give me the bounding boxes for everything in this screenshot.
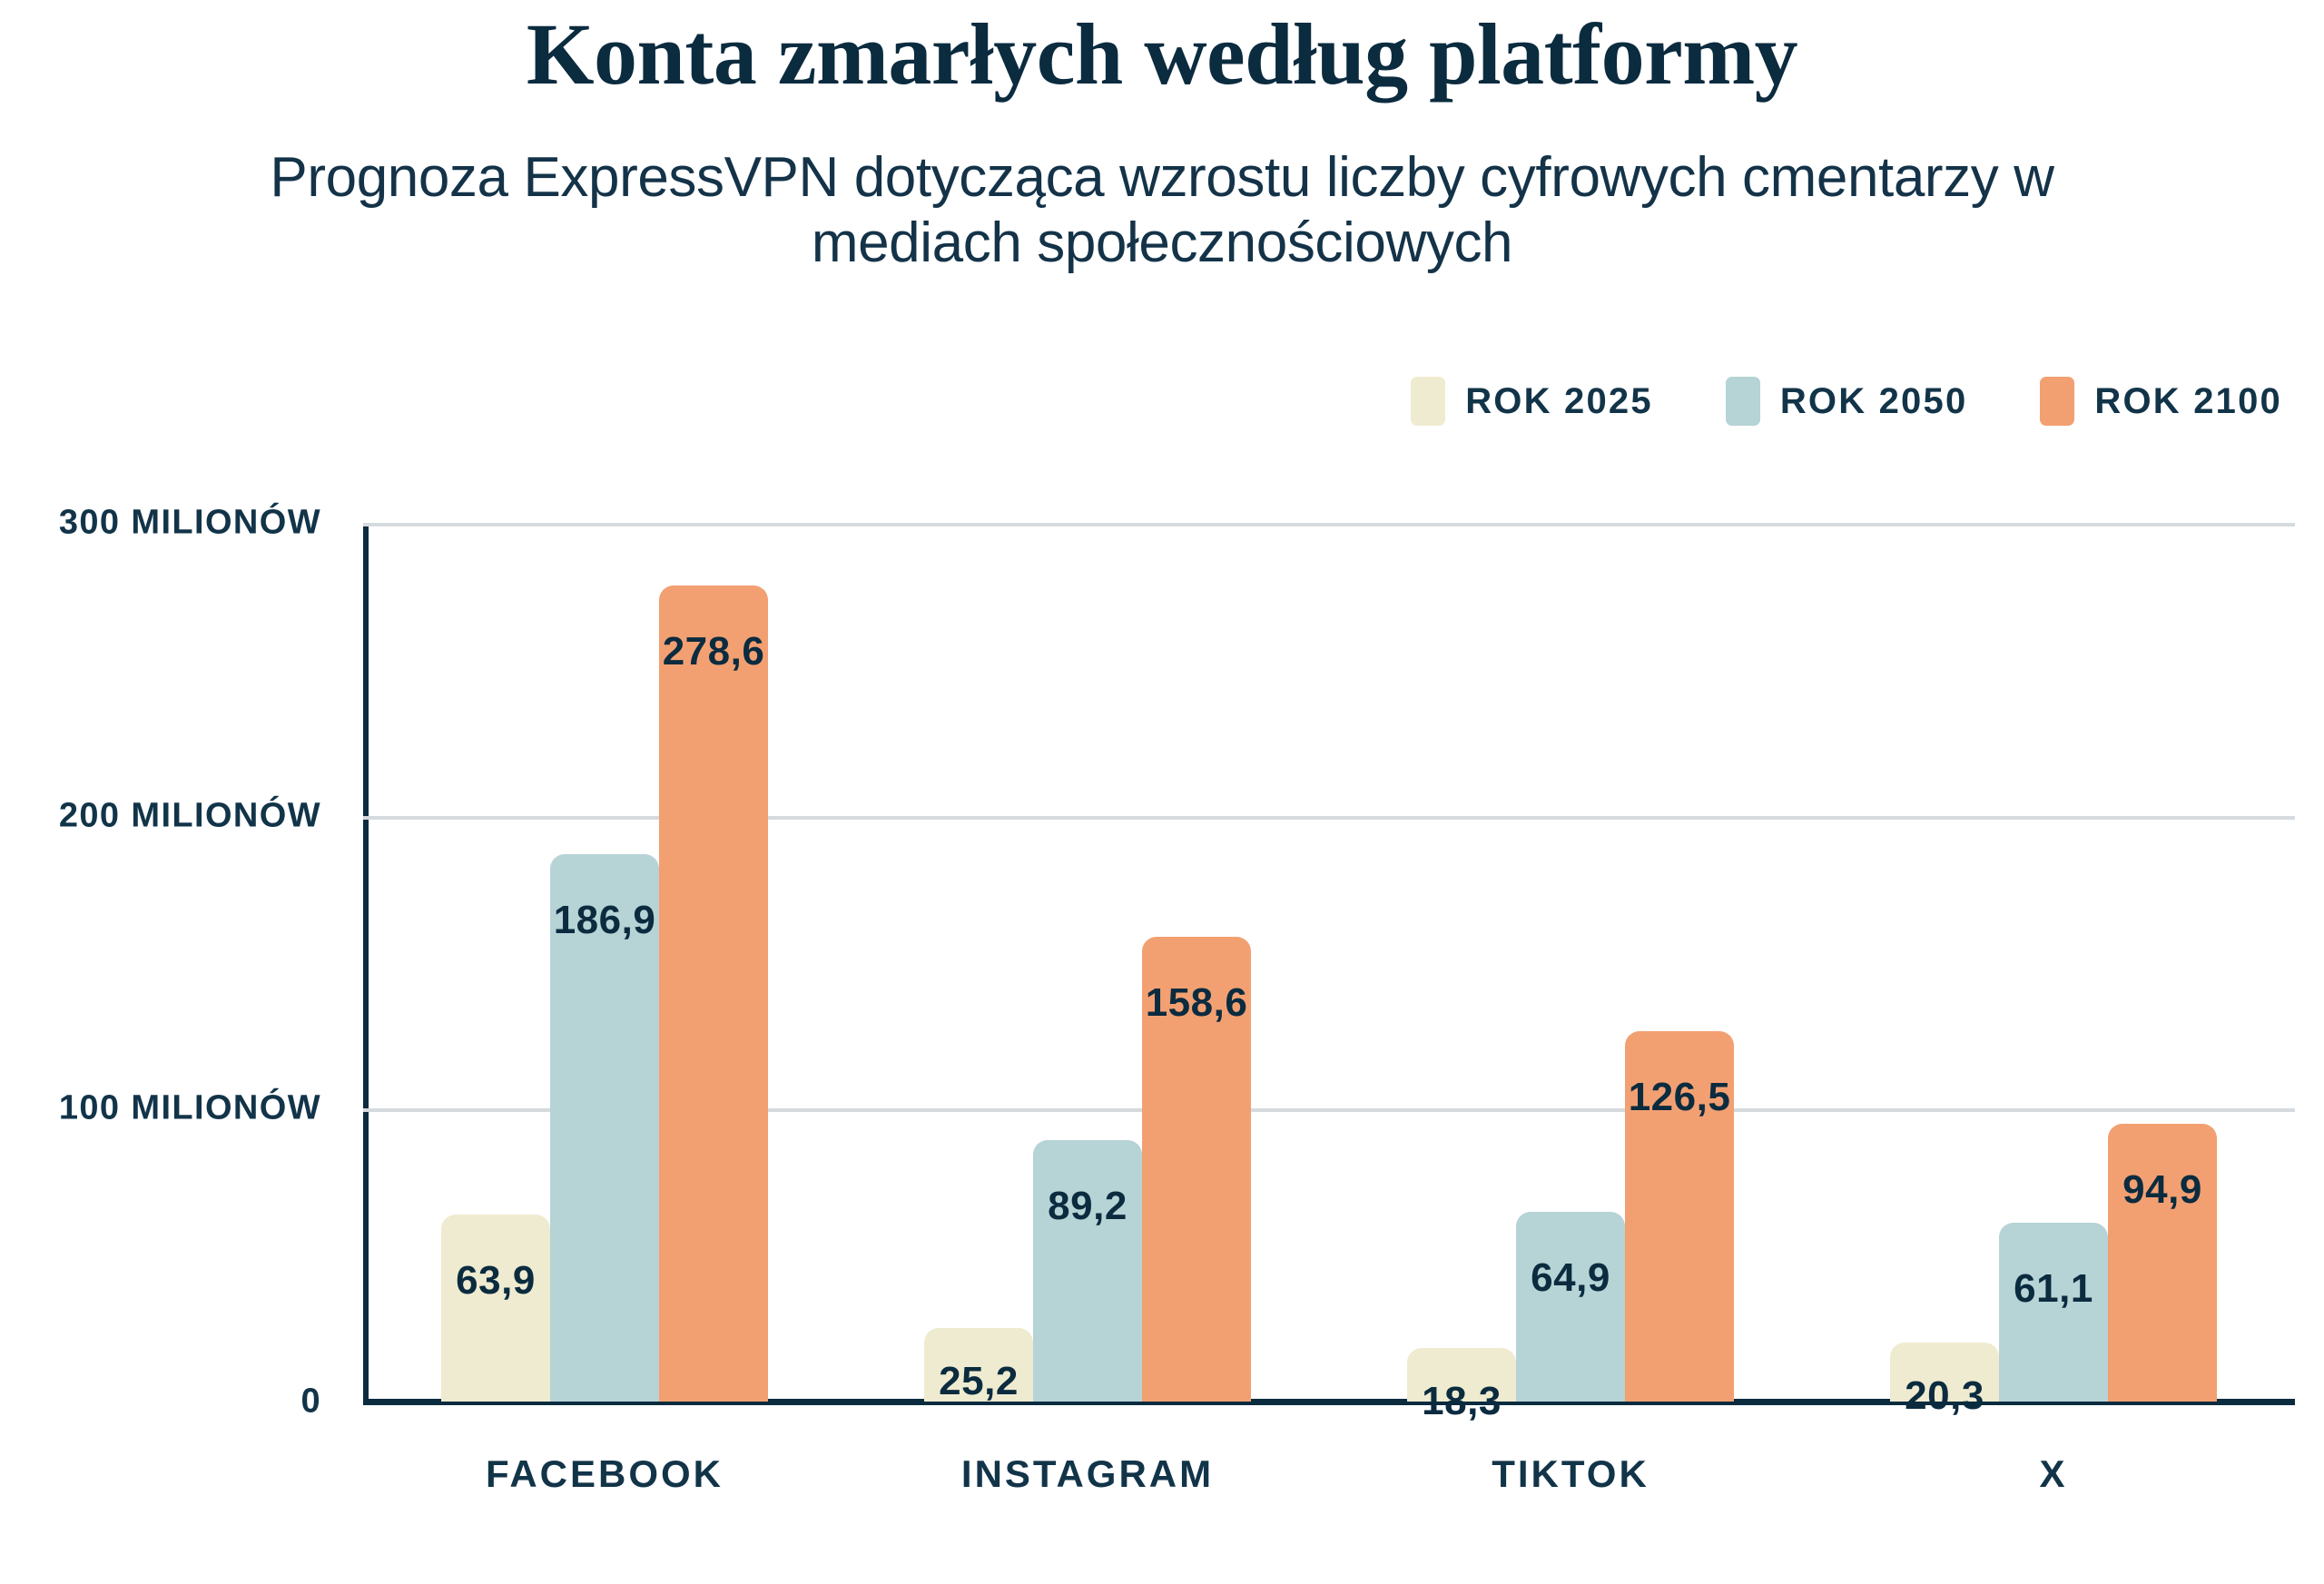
bar[interactable]: 25,2 [924, 1327, 1033, 1403]
x-axis-category-label: FACEBOOK [485, 1452, 724, 1495]
legend-swatch-icon [1411, 377, 1446, 426]
bar[interactable]: 126,5 [1625, 1030, 1734, 1402]
y-axis-tick-label: 300 MILIONÓW [58, 503, 321, 542]
bar-value-label: 158,6 [1145, 980, 1248, 1026]
y-axis-tick-label: 200 MILIONÓW [58, 796, 321, 835]
legend-label: ROK 2100 [2094, 380, 2282, 421]
legend-swatch-icon [2040, 377, 2075, 426]
x-axis-category-label: X [2039, 1452, 2068, 1495]
legend-label: ROK 2025 [1465, 380, 1653, 421]
gridline [363, 523, 2295, 526]
x-axis-category-label: TIKTOK [1492, 1452, 1649, 1495]
bar[interactable]: 158,6 [1142, 937, 1251, 1402]
bar-value-label: 18,3 [1422, 1378, 1502, 1423]
legend-label: ROK 2050 [1779, 380, 1968, 421]
legend-item[interactable]: ROK 2050 [1725, 377, 1968, 426]
bar-value-label: 61,1 [2014, 1265, 2093, 1311]
gridline [363, 815, 2295, 820]
gridline [363, 1108, 2295, 1113]
bar-value-label: 20,3 [1905, 1372, 1984, 1418]
bar-value-label: 126,5 [1628, 1074, 1731, 1119]
plot-area: 0 100 MILIONÓW 200 MILIONÓW 300 MILIONÓW 63… [59, 504, 2295, 1495]
x-axis-line [363, 1399, 2295, 1405]
chart-subtitle: Prognoza ExpressVPN dotycząca wzrostu li… [270, 146, 2054, 274]
y-axis-tick-label: 100 MILIONÓW [58, 1088, 321, 1127]
legend-item[interactable]: ROK 2025 [1411, 377, 1653, 426]
y-axis-line [363, 523, 369, 1402]
y-axis-tick-label: 0 [300, 1382, 321, 1421]
bar-groups: 63,9 186,9 278,6 FACEBOOK 25,2 89,2 158,6 INSTA… [363, 523, 2295, 1495]
bar[interactable]: 20,3 [1890, 1342, 1999, 1418]
bar-group: 18,3 64,9 126,5 TIKTOK [1329, 523, 1812, 1495]
bar-group-bars: 20,3 61,1 94,9 [1890, 523, 2217, 1418]
bar-group: 63,9 186,9 278,6 FACEBOOK [363, 523, 846, 1495]
bar[interactable]: 63,9 [441, 1214, 550, 1402]
bar-value-label: 94,9 [2122, 1166, 2202, 1212]
legend-swatch-icon [1725, 377, 1760, 426]
x-axis-category-label: INSTAGRAM [960, 1452, 1215, 1495]
bar[interactable]: 64,9 [1516, 1211, 1625, 1402]
bar-value-label: 64,9 [1531, 1254, 1610, 1300]
chart-title: Konta zmarłych według platformy [526, 5, 1798, 103]
bar-group: 25,2 89,2 158,6 INSTAGRAM [846, 523, 1329, 1495]
bar[interactable]: 94,9 [2108, 1123, 2217, 1402]
bar[interactable]: 18,3 [1407, 1347, 1516, 1423]
bar[interactable]: 61,1 [1999, 1222, 2108, 1402]
legend-item[interactable]: ROK 2100 [2040, 377, 2282, 426]
chart-legend: ROK 2025 ROK 2050 ROK 2100 [1411, 377, 2282, 426]
bar-group-bars: 18,3 64,9 126,5 [1407, 523, 1734, 1423]
bar-value-label: 89,2 [1048, 1184, 1128, 1229]
bar-group-bars: 25,2 89,2 158,6 [924, 523, 1251, 1403]
bar-value-label: 63,9 [456, 1257, 536, 1303]
bar[interactable]: 89,2 [1033, 1140, 1142, 1402]
bar-group: 20,3 61,1 94,9 X [1812, 523, 2295, 1495]
bar-group-bars: 63,9 186,9 278,6 [441, 523, 768, 1402]
bar-value-label: 186,9 [553, 897, 656, 942]
bar[interactable]: 278,6 [659, 585, 768, 1402]
bar-value-label: 25,2 [939, 1358, 1019, 1403]
bar[interactable]: 186,9 [550, 853, 659, 1402]
bar-value-label: 278,6 [662, 629, 765, 674]
